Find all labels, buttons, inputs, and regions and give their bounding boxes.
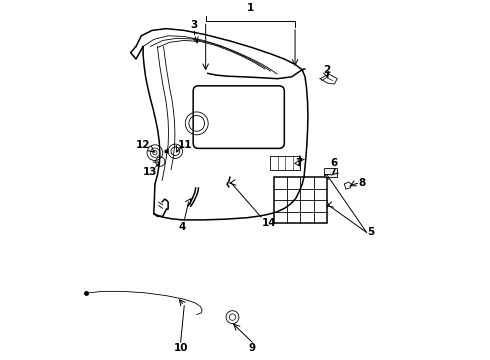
Text: 3: 3 <box>190 21 197 31</box>
Text: 6: 6 <box>330 158 337 168</box>
Bar <box>324 168 337 177</box>
Text: 10: 10 <box>173 343 188 353</box>
Text: 13: 13 <box>143 167 157 177</box>
Text: 2: 2 <box>323 65 330 75</box>
Text: 8: 8 <box>359 178 366 188</box>
Text: 4: 4 <box>179 222 186 232</box>
Text: 14: 14 <box>262 218 277 228</box>
Text: 5: 5 <box>368 228 375 237</box>
Text: 7: 7 <box>295 158 303 168</box>
Bar <box>273 177 327 224</box>
Text: 11: 11 <box>178 140 192 150</box>
Text: 9: 9 <box>248 343 256 353</box>
Text: 1: 1 <box>247 3 254 13</box>
Text: 12: 12 <box>136 140 150 150</box>
Bar <box>270 156 300 170</box>
